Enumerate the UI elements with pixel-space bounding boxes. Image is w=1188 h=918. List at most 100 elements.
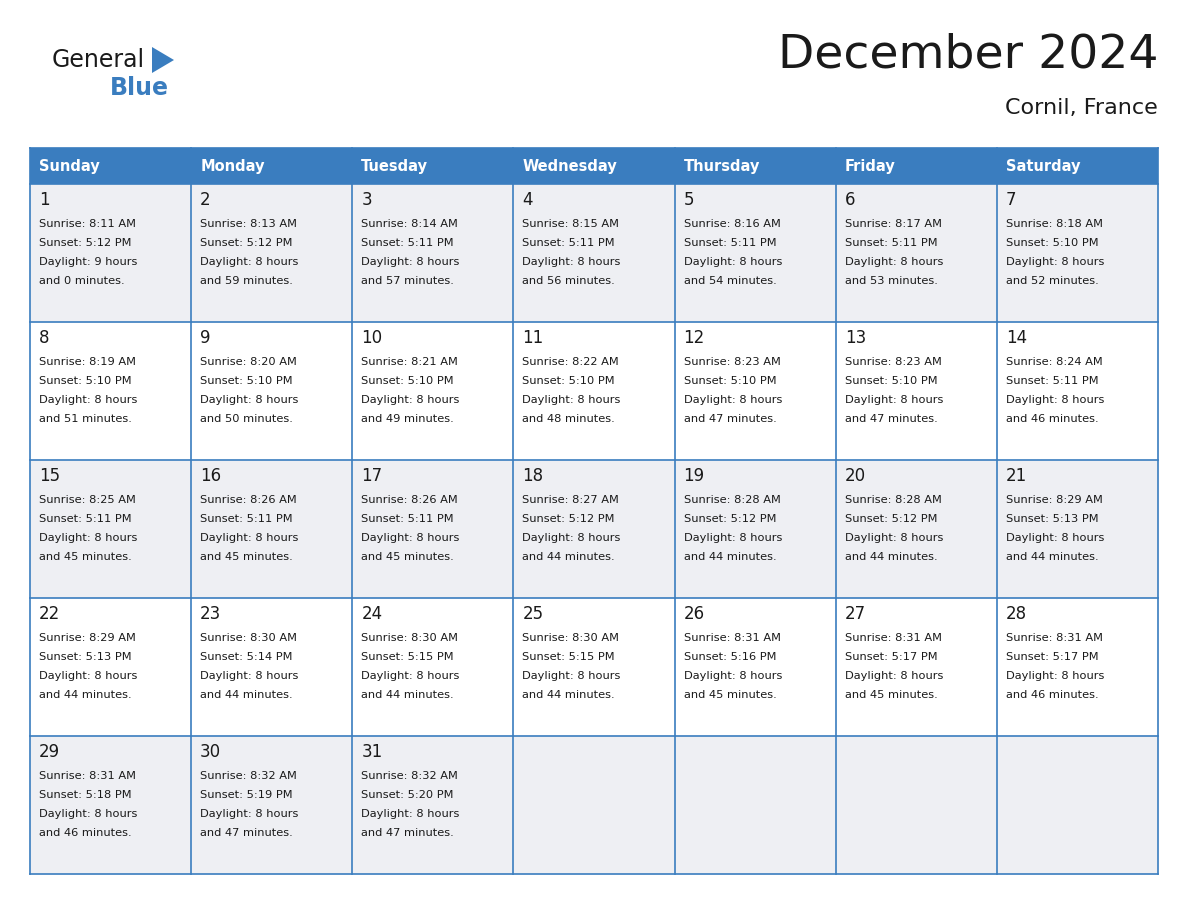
Text: 11: 11 — [523, 329, 544, 347]
Bar — [353, 148, 513, 184]
Text: and 45 minutes.: and 45 minutes. — [39, 552, 132, 562]
Text: and 44 minutes.: and 44 minutes. — [1006, 552, 1099, 562]
Text: Daylight: 8 hours: Daylight: 8 hours — [361, 533, 460, 543]
Text: Daylight: 8 hours: Daylight: 8 hours — [683, 395, 782, 405]
Text: and 50 minutes.: and 50 minutes. — [200, 414, 293, 424]
Text: 12: 12 — [683, 329, 704, 347]
Text: Daylight: 8 hours: Daylight: 8 hours — [200, 395, 298, 405]
Text: Sunset: 5:13 PM: Sunset: 5:13 PM — [39, 652, 132, 662]
Text: Sunrise: 8:18 AM: Sunrise: 8:18 AM — [1006, 219, 1102, 229]
Text: Sunset: 5:14 PM: Sunset: 5:14 PM — [200, 652, 292, 662]
Text: 15: 15 — [39, 467, 61, 485]
Text: and 56 minutes.: and 56 minutes. — [523, 276, 615, 286]
Text: Sunrise: 8:31 AM: Sunrise: 8:31 AM — [683, 633, 781, 643]
Text: 17: 17 — [361, 467, 383, 485]
Text: Sunrise: 8:26 AM: Sunrise: 8:26 AM — [200, 495, 297, 505]
Text: Sunrise: 8:30 AM: Sunrise: 8:30 AM — [361, 633, 459, 643]
Text: Sunset: 5:10 PM: Sunset: 5:10 PM — [39, 376, 132, 386]
Text: 18: 18 — [523, 467, 544, 485]
Text: 28: 28 — [1006, 605, 1026, 623]
Text: Daylight: 8 hours: Daylight: 8 hours — [361, 809, 460, 819]
Text: and 44 minutes.: and 44 minutes. — [523, 690, 615, 700]
Text: 16: 16 — [200, 467, 221, 485]
Text: Tuesday: Tuesday — [361, 159, 429, 174]
Text: 7: 7 — [1006, 191, 1017, 209]
Text: Blue: Blue — [110, 76, 169, 100]
Text: Sunrise: 8:32 AM: Sunrise: 8:32 AM — [361, 771, 459, 781]
Text: and 54 minutes.: and 54 minutes. — [683, 276, 776, 286]
Text: Daylight: 8 hours: Daylight: 8 hours — [683, 533, 782, 543]
Bar — [30, 184, 1158, 322]
Text: Daylight: 8 hours: Daylight: 8 hours — [361, 257, 460, 267]
Text: Sunset: 5:10 PM: Sunset: 5:10 PM — [200, 376, 292, 386]
Text: Sunset: 5:17 PM: Sunset: 5:17 PM — [1006, 652, 1099, 662]
Text: and 46 minutes.: and 46 minutes. — [39, 828, 132, 838]
Text: Saturday: Saturday — [1006, 159, 1080, 174]
Text: Sunrise: 8:13 AM: Sunrise: 8:13 AM — [200, 219, 297, 229]
Bar — [30, 322, 1158, 460]
Text: 23: 23 — [200, 605, 221, 623]
Text: and 45 minutes.: and 45 minutes. — [683, 690, 776, 700]
Text: and 59 minutes.: and 59 minutes. — [200, 276, 293, 286]
Text: and 44 minutes.: and 44 minutes. — [683, 552, 776, 562]
Text: Sunset: 5:11 PM: Sunset: 5:11 PM — [361, 514, 454, 524]
Text: and 46 minutes.: and 46 minutes. — [1006, 690, 1099, 700]
Text: and 53 minutes.: and 53 minutes. — [845, 276, 937, 286]
Text: Sunset: 5:11 PM: Sunset: 5:11 PM — [200, 514, 292, 524]
Text: Sunrise: 8:21 AM: Sunrise: 8:21 AM — [361, 357, 459, 367]
Text: and 44 minutes.: and 44 minutes. — [523, 552, 615, 562]
Text: Cornil, France: Cornil, France — [1005, 98, 1158, 118]
Text: General: General — [52, 48, 145, 72]
Text: Sunset: 5:12 PM: Sunset: 5:12 PM — [200, 238, 292, 248]
Text: Sunrise: 8:22 AM: Sunrise: 8:22 AM — [523, 357, 619, 367]
Text: Daylight: 8 hours: Daylight: 8 hours — [200, 257, 298, 267]
Text: Sunrise: 8:29 AM: Sunrise: 8:29 AM — [1006, 495, 1102, 505]
Text: 20: 20 — [845, 467, 866, 485]
Text: Friday: Friday — [845, 159, 896, 174]
Text: Sunrise: 8:25 AM: Sunrise: 8:25 AM — [39, 495, 135, 505]
Text: Sunset: 5:15 PM: Sunset: 5:15 PM — [523, 652, 615, 662]
Text: Sunset: 5:10 PM: Sunset: 5:10 PM — [523, 376, 615, 386]
Text: and 0 minutes.: and 0 minutes. — [39, 276, 125, 286]
Bar — [513, 148, 675, 184]
Text: Daylight: 8 hours: Daylight: 8 hours — [683, 671, 782, 681]
Text: Daylight: 8 hours: Daylight: 8 hours — [845, 395, 943, 405]
Text: 9: 9 — [200, 329, 210, 347]
Text: 4: 4 — [523, 191, 533, 209]
Text: Daylight: 8 hours: Daylight: 8 hours — [523, 533, 621, 543]
Text: Sunset: 5:12 PM: Sunset: 5:12 PM — [845, 514, 937, 524]
Text: 19: 19 — [683, 467, 704, 485]
Text: Sunrise: 8:16 AM: Sunrise: 8:16 AM — [683, 219, 781, 229]
Text: Sunrise: 8:31 AM: Sunrise: 8:31 AM — [845, 633, 942, 643]
Text: 5: 5 — [683, 191, 694, 209]
Text: Daylight: 8 hours: Daylight: 8 hours — [523, 257, 621, 267]
Text: Sunset: 5:18 PM: Sunset: 5:18 PM — [39, 790, 132, 800]
Text: Daylight: 9 hours: Daylight: 9 hours — [39, 257, 138, 267]
Text: Sunset: 5:10 PM: Sunset: 5:10 PM — [1006, 238, 1099, 248]
Bar — [30, 148, 191, 184]
Text: Sunrise: 8:27 AM: Sunrise: 8:27 AM — [523, 495, 619, 505]
Text: and 57 minutes.: and 57 minutes. — [361, 276, 454, 286]
Text: and 44 minutes.: and 44 minutes. — [200, 690, 292, 700]
Text: Daylight: 8 hours: Daylight: 8 hours — [39, 533, 138, 543]
Bar — [835, 148, 997, 184]
Text: Wednesday: Wednesday — [523, 159, 618, 174]
Text: Daylight: 8 hours: Daylight: 8 hours — [1006, 671, 1104, 681]
Text: Daylight: 8 hours: Daylight: 8 hours — [361, 671, 460, 681]
Text: and 52 minutes.: and 52 minutes. — [1006, 276, 1099, 286]
Text: Daylight: 8 hours: Daylight: 8 hours — [523, 671, 621, 681]
Text: Daylight: 8 hours: Daylight: 8 hours — [1006, 533, 1104, 543]
Text: Daylight: 8 hours: Daylight: 8 hours — [39, 809, 138, 819]
Text: 6: 6 — [845, 191, 855, 209]
Text: Sunset: 5:11 PM: Sunset: 5:11 PM — [523, 238, 615, 248]
Text: and 46 minutes.: and 46 minutes. — [1006, 414, 1099, 424]
Text: 31: 31 — [361, 743, 383, 761]
Text: Sunrise: 8:24 AM: Sunrise: 8:24 AM — [1006, 357, 1102, 367]
Text: Sunrise: 8:23 AM: Sunrise: 8:23 AM — [683, 357, 781, 367]
Text: and 44 minutes.: and 44 minutes. — [845, 552, 937, 562]
Text: Sunset: 5:11 PM: Sunset: 5:11 PM — [39, 514, 132, 524]
Text: Sunrise: 8:32 AM: Sunrise: 8:32 AM — [200, 771, 297, 781]
Text: Sunrise: 8:23 AM: Sunrise: 8:23 AM — [845, 357, 942, 367]
Text: Sunset: 5:12 PM: Sunset: 5:12 PM — [683, 514, 776, 524]
Text: Sunrise: 8:17 AM: Sunrise: 8:17 AM — [845, 219, 942, 229]
